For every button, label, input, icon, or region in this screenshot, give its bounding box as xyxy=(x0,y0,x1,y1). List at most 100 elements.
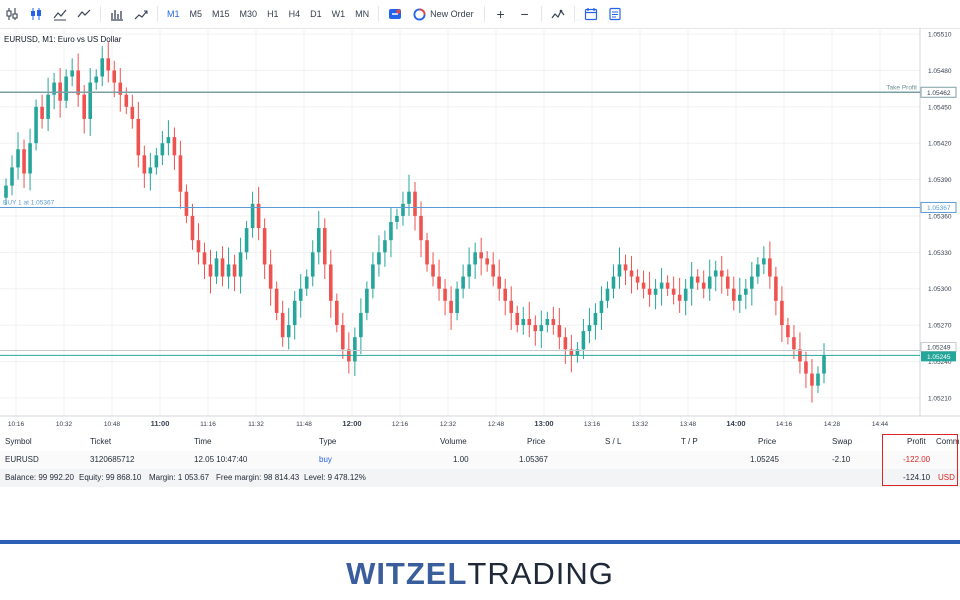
one-click-trading-icon[interactable] xyxy=(383,0,407,28)
timeframe-label: M5 xyxy=(189,9,203,19)
timeframe-m15[interactable]: M15 xyxy=(207,0,235,28)
candle-body xyxy=(335,300,339,326)
candle-body xyxy=(804,361,808,374)
candle-body xyxy=(449,300,453,313)
timeframe-m30[interactable]: M30 xyxy=(235,0,263,28)
buy-price-text: 1.05367 xyxy=(927,205,951,212)
candle-body xyxy=(725,276,730,289)
candle-body xyxy=(292,300,297,326)
column-header-commission[interactable]: Comm xyxy=(936,437,960,446)
zoom-in-button[interactable]: + xyxy=(489,0,513,28)
area-chart-icon[interactable] xyxy=(48,0,72,28)
time-tick-label: 10:16 xyxy=(8,421,25,428)
candle-body xyxy=(76,70,80,95)
timeframe-label: H1 xyxy=(267,9,279,19)
total-profit-value: -124.10 xyxy=(903,473,931,482)
equity-value: Equity: 99 868.10 xyxy=(79,473,142,482)
candle-body xyxy=(136,118,141,156)
candle-body xyxy=(431,264,435,277)
price-tick-label: 1.05420 xyxy=(928,141,952,148)
candle-body xyxy=(172,137,177,156)
margin-value: Margin: 1 053.67 xyxy=(149,473,210,482)
column-header-symbol[interactable]: Symbol xyxy=(5,437,32,446)
price-chart[interactable]: Take Profit BUY 1 at 1.05367 1.05510 1.0548… xyxy=(0,28,960,432)
crosshair-icon[interactable] xyxy=(0,0,24,28)
candle-body xyxy=(130,106,135,119)
time-tick-label: 13:16 xyxy=(584,421,601,428)
candle-body xyxy=(671,288,676,295)
account-currency: USD xyxy=(938,473,955,482)
candle-body xyxy=(707,276,712,289)
candle-body xyxy=(232,264,237,277)
candle-body xyxy=(593,312,598,326)
column-header-price[interactable]: Price xyxy=(527,437,546,446)
candle-body xyxy=(389,222,393,241)
column-header-time[interactable]: Time xyxy=(194,437,212,446)
journal-icon[interactable] xyxy=(603,0,627,28)
toolbar-divider xyxy=(540,6,542,22)
time-tick-label: 13:32 xyxy=(632,421,649,428)
calendar-icon[interactable] xyxy=(579,0,603,28)
candle-body xyxy=(52,82,56,95)
table-row[interactable]: EURUSD 3120685712 12.05 10:47:40 buy 1.0… xyxy=(0,451,960,469)
column-header-sl[interactable]: S / L xyxy=(605,437,622,446)
new-order-button[interactable]: New Order xyxy=(407,0,480,28)
candle-body xyxy=(226,264,231,277)
column-header-tp[interactable]: T / P xyxy=(681,437,698,446)
candle-body xyxy=(491,264,495,277)
take-profit-price-text: 1.05462 xyxy=(927,90,951,97)
take-profit-price-badge xyxy=(920,86,957,98)
column-header-type[interactable]: Type xyxy=(319,437,337,446)
free-margin-value: Free margin: 98 814.43 xyxy=(216,473,300,482)
price-tick-label: 1.05270 xyxy=(928,323,952,330)
column-header-swap[interactable]: Swap xyxy=(832,437,853,446)
position-type: buy xyxy=(319,455,332,464)
timeframe-h4[interactable]: H4 xyxy=(284,0,306,28)
candle-body xyxy=(822,355,826,374)
price-tick-label: 1.05240 xyxy=(928,359,952,366)
candle-body xyxy=(762,258,766,265)
candle-body xyxy=(599,300,604,313)
timeframe-m1[interactable]: M1 xyxy=(162,0,185,28)
chart-canvas[interactable]: Take Profit BUY 1 at 1.05367 1.05510 1.0548… xyxy=(0,28,960,432)
zoom-out-button[interactable]: − xyxy=(513,0,537,28)
candle-body xyxy=(316,228,321,253)
candle-body xyxy=(359,312,363,338)
timeframe-d1[interactable]: D1 xyxy=(305,0,327,28)
candle-body xyxy=(816,373,820,386)
timeframe-h1[interactable]: H1 xyxy=(262,0,284,28)
time-tick-label: 11:16 xyxy=(200,421,216,428)
timeframe-w1[interactable]: W1 xyxy=(327,0,351,28)
candlestick-chart-icon[interactable] xyxy=(24,0,48,28)
timeframe-m5[interactable]: M5 xyxy=(185,0,208,28)
candle-body xyxy=(461,276,465,289)
timeframe-label: M30 xyxy=(239,9,258,19)
take-profit-label: Take Profit xyxy=(886,84,917,91)
candle-body xyxy=(719,270,724,277)
candle-body xyxy=(485,258,489,265)
candle-body xyxy=(220,258,225,277)
price-tick-label: 1.05360 xyxy=(928,213,952,220)
minus-icon: − xyxy=(520,6,529,22)
candle-body xyxy=(256,203,261,229)
column-header-ticket[interactable]: Ticket xyxy=(90,437,112,446)
column-header-profit[interactable]: Profit xyxy=(907,437,926,446)
column-header-current-price[interactable]: Price xyxy=(758,437,777,446)
candle-body xyxy=(298,288,303,301)
brand-name-light: TRADING xyxy=(467,556,614,591)
candle-body xyxy=(539,325,544,332)
candle-body xyxy=(756,264,760,277)
column-header-volume[interactable]: Volume xyxy=(440,437,467,446)
indicator-list-icon[interactable] xyxy=(546,0,570,28)
candle-body xyxy=(10,167,14,186)
time-tick-label: 12:16 xyxy=(392,421,409,428)
candle-body xyxy=(695,276,700,283)
line-chart-icon[interactable] xyxy=(72,0,96,28)
indicators-icon[interactable] xyxy=(129,0,153,28)
price-tick-label: 1.05450 xyxy=(928,104,952,111)
timeframe-mn[interactable]: MN xyxy=(350,0,374,28)
bars-chart-icon[interactable] xyxy=(105,0,129,28)
margin-level-value: Level: 9 478.12% xyxy=(304,473,366,482)
candle-body xyxy=(413,191,417,216)
timeframe-label: M15 xyxy=(212,9,230,19)
